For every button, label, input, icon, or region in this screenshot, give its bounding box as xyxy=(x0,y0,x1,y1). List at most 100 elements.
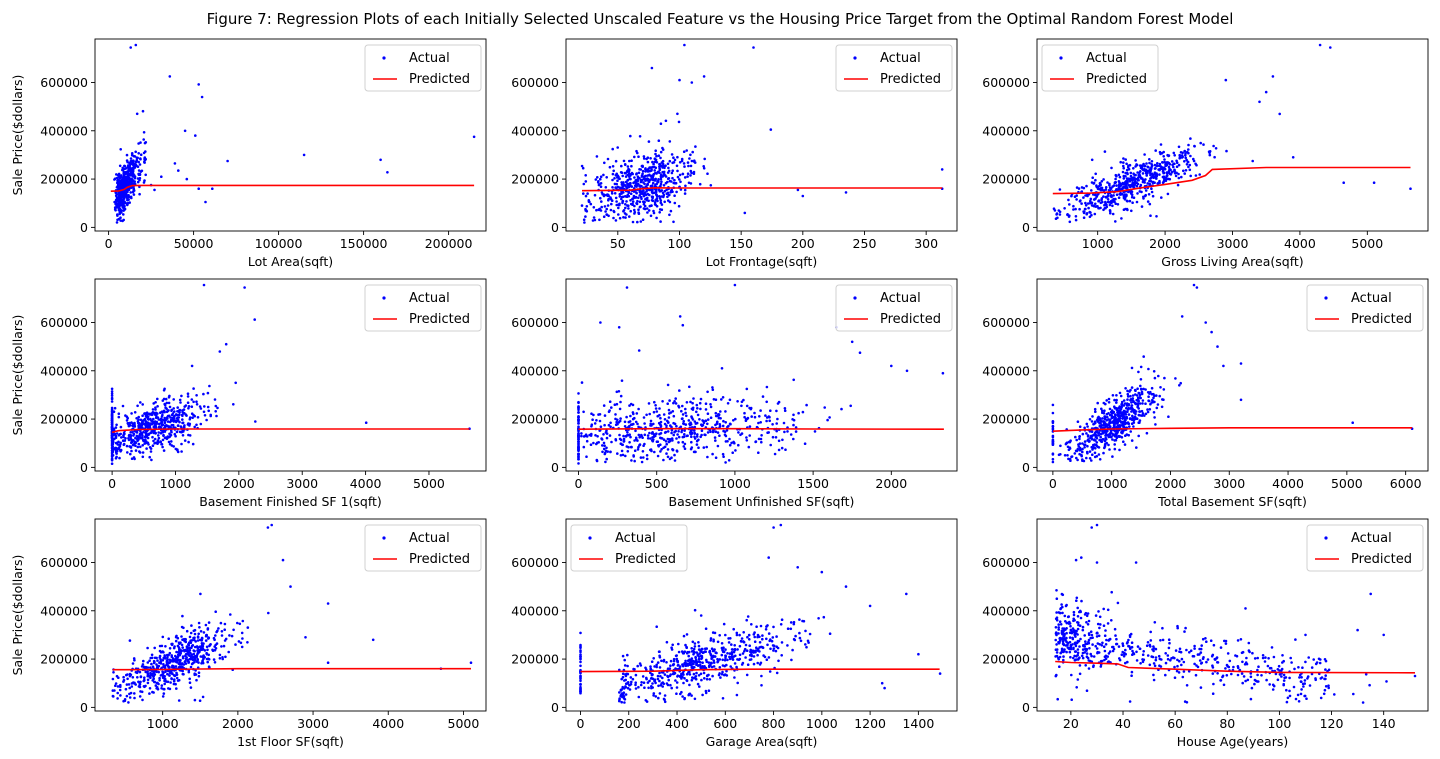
actual-point xyxy=(302,153,306,157)
actual-point xyxy=(629,676,633,679)
actual-point xyxy=(687,164,690,168)
actual-point xyxy=(659,424,663,428)
actual-point xyxy=(162,389,166,392)
actual-point xyxy=(681,413,685,416)
actual-point xyxy=(618,407,622,411)
actual-point xyxy=(1118,448,1121,452)
actual-point xyxy=(712,659,715,662)
actual-point xyxy=(659,156,662,160)
actual-point xyxy=(143,685,146,689)
actual-point xyxy=(595,208,598,212)
actual-point xyxy=(130,152,134,155)
actual-point xyxy=(679,180,682,184)
actual-point xyxy=(183,424,186,427)
actual-point xyxy=(240,631,244,635)
actual-point xyxy=(181,646,184,649)
actual-point xyxy=(727,459,731,462)
actual-point xyxy=(1092,181,1096,185)
actual-point xyxy=(118,433,122,436)
actual-point xyxy=(145,429,149,433)
actual-point xyxy=(624,185,628,188)
actual-point xyxy=(598,183,601,186)
actual-point xyxy=(1051,443,1055,446)
actual-point xyxy=(123,164,126,168)
actual-point xyxy=(128,686,131,690)
actual-point xyxy=(684,659,687,663)
actual-point xyxy=(137,418,140,422)
actual-point xyxy=(678,315,682,318)
actual-point xyxy=(1056,216,1059,220)
actual-point xyxy=(1108,209,1112,212)
actual-point xyxy=(137,152,140,155)
actual-point xyxy=(194,134,197,137)
actual-point xyxy=(1186,160,1190,164)
actual-point xyxy=(664,119,668,123)
actual-point xyxy=(190,364,194,368)
actual-point xyxy=(671,410,675,413)
actual-point xyxy=(137,442,141,446)
actual-point xyxy=(119,425,123,429)
actual-point xyxy=(1107,423,1111,427)
actual-point xyxy=(638,168,641,171)
actual-point xyxy=(145,441,148,445)
actual-point xyxy=(634,681,637,684)
actual-point xyxy=(136,404,139,408)
actual-point xyxy=(112,671,115,674)
actual-point xyxy=(115,186,119,189)
actual-point xyxy=(644,174,647,178)
actual-point xyxy=(1181,155,1184,159)
x-tick-label: 100000 xyxy=(255,236,303,251)
actual-point xyxy=(118,212,121,216)
actual-point xyxy=(595,155,599,158)
actual-point xyxy=(725,429,729,432)
actual-point xyxy=(1213,155,1216,159)
actual-point xyxy=(157,418,160,421)
actual-point xyxy=(1119,394,1123,398)
actual-point xyxy=(636,199,639,203)
actual-point xyxy=(1111,212,1115,216)
actual-point xyxy=(180,643,184,647)
actual-point xyxy=(1224,78,1228,82)
actual-point xyxy=(654,404,657,407)
actual-point xyxy=(119,183,123,187)
actual-point xyxy=(113,406,117,410)
actual-point xyxy=(725,669,728,673)
actual-point xyxy=(171,664,174,668)
actual-point xyxy=(689,182,693,185)
actual-point xyxy=(1132,185,1135,189)
actual-point xyxy=(1158,394,1161,398)
actual-point xyxy=(123,200,126,204)
actual-point xyxy=(111,694,115,698)
actual-point xyxy=(386,171,389,174)
actual-point xyxy=(1212,144,1215,148)
actual-point xyxy=(1100,440,1104,444)
actual-point xyxy=(126,164,130,167)
actual-point xyxy=(148,687,152,690)
actual-point xyxy=(133,457,136,461)
actual-point xyxy=(1103,423,1107,427)
actual-point xyxy=(1177,176,1181,180)
actual-point xyxy=(635,184,639,187)
predicted-line xyxy=(1052,166,1411,195)
actual-point xyxy=(1107,397,1111,401)
actual-point xyxy=(188,422,192,426)
actual-point xyxy=(844,191,848,194)
actual-point xyxy=(640,460,644,464)
actual-point xyxy=(663,431,667,434)
actual-point xyxy=(1159,386,1162,389)
actual-point xyxy=(646,681,650,684)
actual-point xyxy=(649,419,653,423)
actual-point xyxy=(633,459,636,463)
actual-point xyxy=(765,400,768,404)
actual-point xyxy=(154,406,157,410)
actual-point xyxy=(115,221,119,224)
actual-point xyxy=(652,692,656,695)
actual-point xyxy=(1149,390,1152,394)
actual-point xyxy=(604,460,607,464)
y-tick-label: 600000 xyxy=(511,315,559,330)
actual-point xyxy=(905,369,909,373)
actual-point xyxy=(1088,457,1092,460)
actual-point xyxy=(1138,419,1142,422)
actual-point xyxy=(211,648,214,652)
